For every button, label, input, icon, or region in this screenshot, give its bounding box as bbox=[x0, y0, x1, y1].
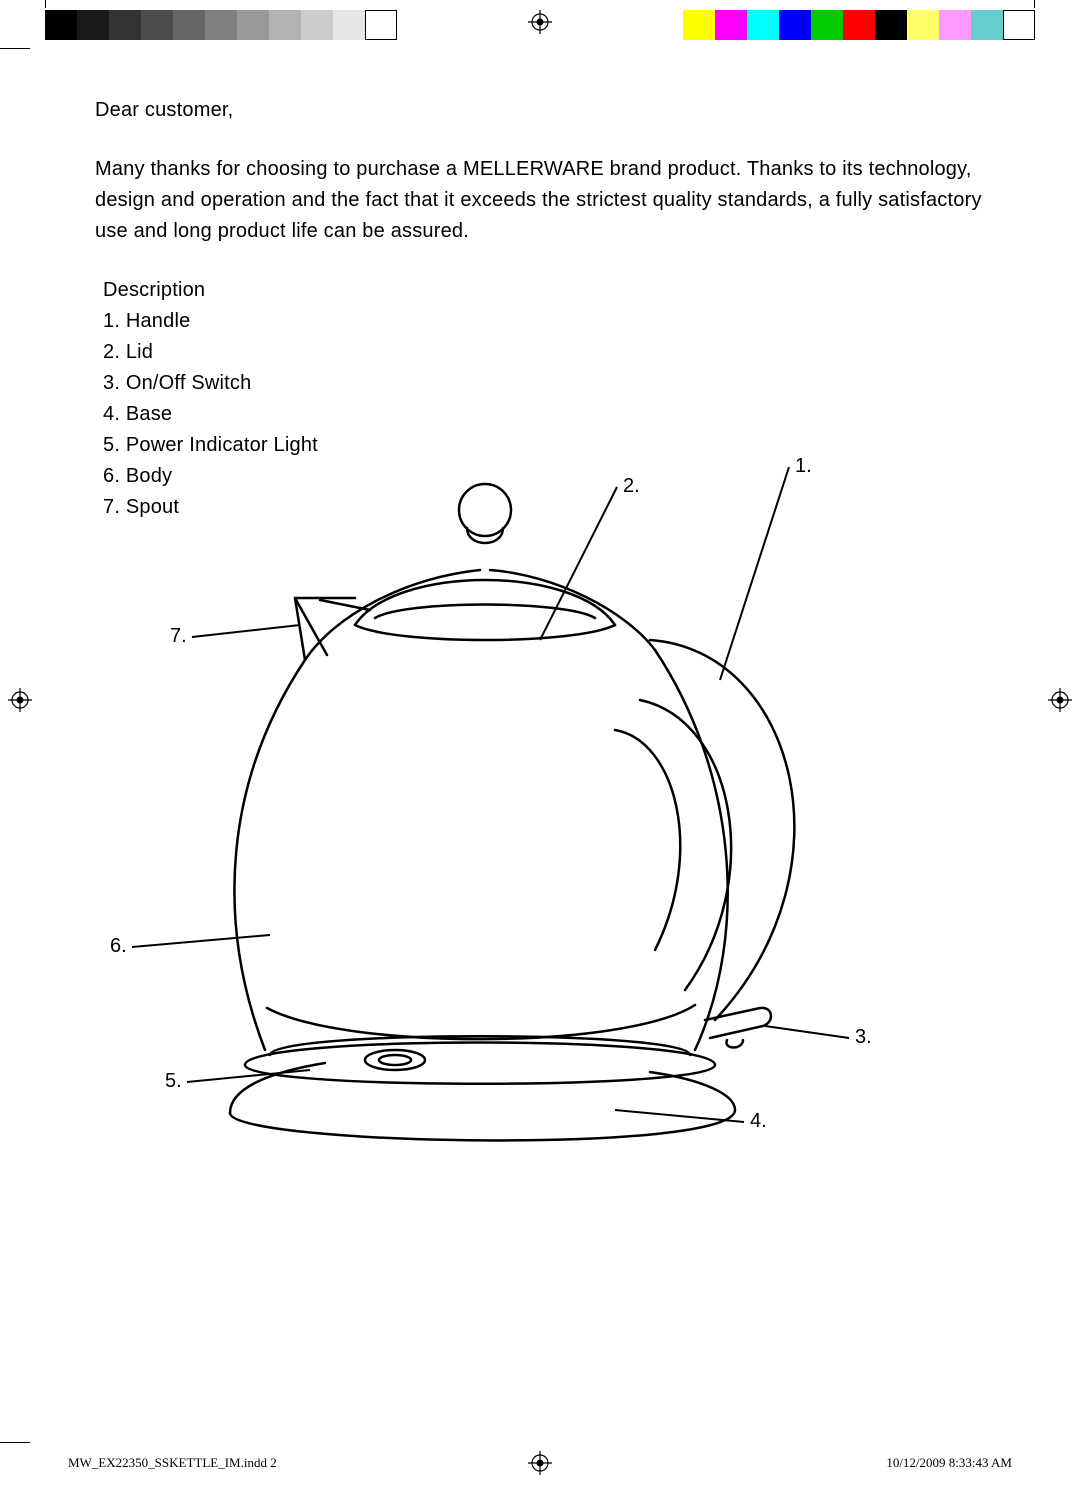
description-item: 4. Base bbox=[103, 399, 985, 430]
description-item: 2. Lid bbox=[103, 337, 985, 368]
kettle-diagram: 1. 2. 7. 6. 5. 3. 4. bbox=[95, 450, 985, 1230]
grayscale-color-bar bbox=[45, 10, 397, 40]
callout-label-3: 3. bbox=[855, 1026, 872, 1049]
page: Dear customer, Many thanks for choosing … bbox=[0, 0, 1080, 1491]
callout-label-6: 6. bbox=[110, 935, 127, 958]
registration-mark-icon bbox=[528, 10, 552, 34]
description-item: 3. On/Off Switch bbox=[103, 368, 985, 399]
registration-mark-icon bbox=[8, 688, 32, 712]
intro-paragraph: Many thanks for choosing to purchase a M… bbox=[95, 154, 985, 247]
kettle-line-drawing bbox=[95, 450, 985, 1230]
description-heading: Description bbox=[103, 275, 985, 306]
footer-timestamp: 10/12/2009 8:33:43 AM bbox=[886, 1455, 1012, 1471]
callout-label-5: 5. bbox=[165, 1070, 182, 1093]
description-item: 1. Handle bbox=[103, 306, 985, 337]
registration-mark-icon bbox=[1048, 688, 1072, 712]
footer: MW_EX22350_SSKETTLE_IM.indd 2 10/12/2009… bbox=[68, 1455, 1012, 1471]
callout-label-1: 1. bbox=[795, 455, 812, 478]
callout-label-7: 7. bbox=[170, 625, 187, 648]
greeting-text: Dear customer, bbox=[95, 95, 985, 126]
color-bar bbox=[683, 10, 1035, 40]
callout-label-2: 2. bbox=[623, 475, 640, 498]
callout-label-4: 4. bbox=[750, 1110, 767, 1133]
footer-filename: MW_EX22350_SSKETTLE_IM.indd 2 bbox=[68, 1455, 277, 1471]
